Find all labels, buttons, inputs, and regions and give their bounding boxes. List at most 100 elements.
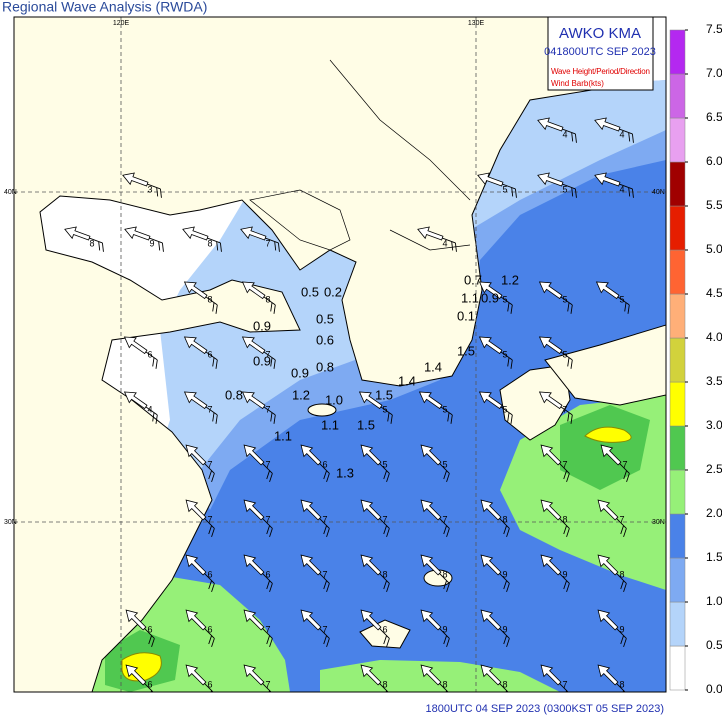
wave-arrow <box>185 499 215 538</box>
colorbar-band <box>669 557 686 603</box>
colorbar-band <box>669 381 686 427</box>
wind-barb <box>149 237 164 252</box>
wave-arrow <box>420 554 450 593</box>
wave-period: 6 <box>207 624 212 634</box>
wave-height-label: 0.9 <box>481 290 499 305</box>
arrow-shape <box>540 554 562 576</box>
wave-arrow <box>540 444 570 483</box>
land-honshu <box>544 324 666 406</box>
wave-arrow <box>125 609 155 648</box>
header-legend: Wind Barb(kts) <box>551 79 604 88</box>
lat-label: 30N <box>652 519 665 526</box>
wave-period: 8 <box>562 514 567 524</box>
wave-period: 8 <box>619 679 624 689</box>
arrow-shape <box>480 554 502 576</box>
wave-height-label: 0.2 <box>324 284 342 299</box>
wave-height-label: 1.1 <box>461 290 479 305</box>
wave-period: 5 <box>562 184 567 194</box>
colorbar: 0.0 0.5 1.0 1.5 2.0 2.5 3.0 3.5 4.0 4.5 5.0 5.5 6.0 6… <box>669 22 722 696</box>
wave-period: 8 <box>89 238 94 248</box>
arrow-shape <box>360 609 382 631</box>
wave-arrow <box>540 554 570 593</box>
wave-arrow <box>183 391 218 424</box>
wave-period: 5 <box>562 349 567 359</box>
colorbar-label: 4.0 <box>706 330 722 344</box>
wave-height-label: 1.5 <box>457 343 475 358</box>
wave-period: 6 <box>207 569 212 579</box>
wind-barb <box>616 628 627 648</box>
wave-arrow <box>477 172 517 198</box>
wave-period: 4 <box>619 184 624 194</box>
wave-height-label: 0.1 <box>457 308 475 323</box>
wind-barb <box>263 351 276 369</box>
wave-period: 6 <box>382 624 387 634</box>
wind-barb <box>560 351 573 369</box>
wave-period: 5 <box>619 294 624 304</box>
arrow-shape <box>185 664 207 686</box>
wave-period: 7 <box>619 514 624 524</box>
wind-barb <box>616 518 627 538</box>
page-title: Regional Wave Analysis (RWDA) <box>2 0 207 15</box>
wind-barb <box>559 463 570 483</box>
wind-barb <box>502 183 517 198</box>
lon-label: 120E <box>113 20 130 27</box>
arrow-shape <box>243 609 265 631</box>
wave-arrow <box>597 554 627 593</box>
wave-period: 8 <box>442 679 447 689</box>
header-org: AWKO KMA <box>559 25 641 42</box>
wave-arrow <box>123 391 158 424</box>
wave-period: 5 <box>502 404 507 414</box>
wave-arrow <box>182 226 222 252</box>
wave-height-label: 1.0 <box>325 392 343 407</box>
wind-barb <box>439 463 450 483</box>
wave-period: 8 <box>502 514 507 524</box>
colorbar-label: 1.0 <box>706 594 722 608</box>
wave-arrow <box>300 609 330 648</box>
wind-barb <box>262 628 273 648</box>
wind-barb <box>263 406 276 424</box>
arrow-shape <box>182 226 209 241</box>
wave-arrow <box>537 117 577 143</box>
observations: 0.5 0.2 0.9 0.5 0.6 0.9 0.9 0.8 0.8 1.2 1.0 1.5 1.4 1… <box>225 272 519 480</box>
arrow-shape <box>480 499 502 521</box>
wave-period: 7 <box>562 404 567 414</box>
lat-label: 40N <box>652 189 665 196</box>
lat-label: 40N <box>4 189 17 196</box>
wave-height-label: 0.9 <box>253 353 271 368</box>
arrow-shape <box>597 499 619 521</box>
colorbar-band <box>669 293 686 339</box>
colorbar-band <box>669 337 686 383</box>
wave-period: 7 <box>442 514 447 524</box>
wave-arrow <box>420 499 450 538</box>
wave-period: 5 <box>442 404 447 414</box>
arrow-shape <box>243 554 265 576</box>
wave-arrow <box>241 391 276 424</box>
wind-barb <box>265 237 280 252</box>
arrow-shape <box>185 554 207 576</box>
wave-period: 8 <box>265 294 270 304</box>
wave-period: 6 <box>147 624 152 634</box>
wind-barb <box>204 628 215 648</box>
wave-arrow <box>243 554 273 593</box>
arrow-shape <box>538 281 563 300</box>
wind-barb <box>204 518 215 538</box>
wave-arrow <box>360 554 390 593</box>
colorbar-band <box>669 469 686 515</box>
colorbar-label: 7.0 <box>706 66 722 80</box>
colorbar-band <box>669 73 686 119</box>
wave-arrow <box>594 117 634 143</box>
arrow-shape <box>538 336 563 355</box>
wind-barb <box>262 518 273 538</box>
wind-barb <box>207 237 222 252</box>
wave-arrow <box>185 554 215 593</box>
wind-barb <box>442 237 457 252</box>
wave-period: 7 <box>382 514 387 524</box>
wave-period: 8 <box>442 569 447 579</box>
wave-period: 7 <box>265 459 270 469</box>
lat-label: 30N <box>4 519 17 526</box>
wave-arrow <box>538 336 573 369</box>
wave-period: 5 <box>442 459 447 469</box>
wave-period: 7 <box>562 679 567 689</box>
wave-period: 7 <box>265 514 270 524</box>
colorbar-band <box>669 117 686 163</box>
